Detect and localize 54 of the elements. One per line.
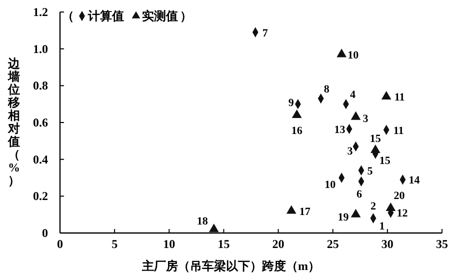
x-tick-label: 0 (57, 237, 63, 251)
y-tick-label: 0 (42, 226, 48, 240)
x-tick-label: 35 (436, 237, 448, 251)
y-tick-label: 0.2 (33, 189, 48, 204)
annotation: 10 (324, 178, 336, 191)
annotation: ） (180, 9, 192, 23)
x-axis-title: 主厂房（吊车梁以下）跨度（m） (141, 259, 320, 273)
annotation: 2 (370, 200, 376, 212)
x-tick-label: 30 (381, 237, 394, 251)
y-tick-label: 0.6 (33, 116, 48, 130)
y-tick-label: 0.8 (33, 78, 48, 93)
annotation: 3 (347, 145, 354, 158)
annotation: 19 (338, 212, 350, 224)
legend-label: 实测值 (142, 9, 178, 23)
point (286, 205, 296, 214)
annotation: 13 (334, 124, 346, 136)
annotation: 11 (393, 124, 404, 137)
annotation: 12 (396, 208, 408, 220)
annotation: 10 (348, 49, 360, 62)
annotation: 15 (379, 154, 391, 167)
y-tick-label: 0.4 (33, 152, 48, 166)
point (292, 109, 302, 118)
legend-label: 计算值 (87, 9, 124, 23)
annotation: 18 (196, 215, 208, 228)
x-tick-label: 15 (218, 237, 230, 251)
annotation: 16 (291, 125, 303, 138)
annotation: 17 (299, 206, 311, 218)
annotation: 14 (408, 174, 420, 187)
point (350, 208, 361, 218)
point (336, 48, 347, 58)
annotation: 5 (367, 165, 374, 178)
x-tick-label: 5 (112, 237, 118, 251)
annotation: 8 (324, 84, 330, 96)
point (350, 111, 361, 120)
y-tick-label: 1.2 (33, 5, 48, 19)
point (381, 91, 392, 100)
annotation: 6 (356, 188, 362, 200)
x-tick-label: 25 (326, 237, 339, 251)
annotation: （ (62, 9, 74, 23)
point (370, 144, 380, 153)
annotation: 4 (350, 89, 356, 102)
annotation: 3 (362, 112, 369, 125)
annotation: 11 (394, 92, 405, 104)
annotation: 9 (288, 97, 294, 110)
point (208, 224, 219, 232)
annotation: 15 (370, 133, 382, 146)
annotation: 1 (379, 220, 385, 232)
annotation: 20 (394, 190, 406, 202)
point (386, 202, 396, 211)
x-tick-label: 20 (272, 237, 284, 251)
y-tick-label: 1.0 (33, 42, 48, 56)
text: 边墙位移相对值（%） (8, 56, 20, 188)
annotation: 7 (262, 27, 268, 40)
x-tick-label: 10 (163, 237, 176, 251)
